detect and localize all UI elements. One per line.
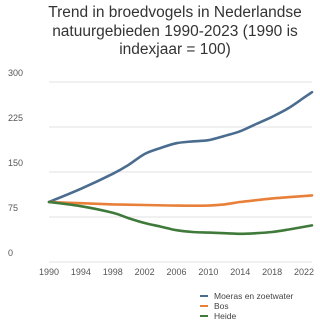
series-line-moeras: [47, 90, 314, 204]
legend: Moeras en zoetwater Bos Heide: [200, 291, 293, 321]
y-tick-label-300: 300: [8, 68, 23, 78]
gridlines: [49, 81, 312, 263]
x-tick-label-2022: 2022: [294, 267, 314, 277]
x-tick-label-2018: 2018: [262, 267, 282, 277]
x-tick-label-2014: 2014: [230, 267, 250, 277]
legend-label-moeras: Moeras en zoetwater: [214, 291, 294, 301]
x-tick-label-2002: 2002: [135, 267, 155, 277]
y-tick-label-0: 0: [8, 248, 13, 258]
y-tick-labels: 0 75 150 225 300: [8, 68, 23, 258]
legend-swatch-heide: [200, 315, 208, 317]
chart-title-line-2: natuurgebieden 1990-2023 (1990 is: [52, 22, 298, 40]
y-tick-label-225: 225: [8, 113, 23, 123]
legend-swatch-moeras: [200, 295, 208, 297]
legend-item-bos: Bos: [200, 301, 293, 311]
x-tick-label-2010: 2010: [198, 267, 218, 277]
x-tick-label-1994: 1994: [71, 267, 91, 277]
x-tick-labels: 1990 1994 1998 2002 2006 2010 2014 2018 2022: [39, 267, 314, 277]
legend-swatch-bos: [200, 305, 208, 307]
legend-item-heide: Heide: [200, 311, 293, 321]
chart-title: Trend in broedvogels in Nederlandse natu…: [30, 4, 320, 60]
chart-title-line-1: Trend in broedvogels in Nederlandse: [48, 4, 302, 21]
series-line-heide: [47, 200, 314, 236]
series-lines: [47, 90, 314, 236]
x-tick-label-1990: 1990: [39, 267, 59, 277]
y-tick-label-150: 150: [8, 158, 23, 168]
x-tick-label-1998: 1998: [103, 267, 123, 277]
legend-label-bos: Bos: [214, 301, 229, 311]
chart-title-line-3: indexjaar = 100): [119, 41, 231, 58]
legend-label-heide: Heide: [214, 311, 237, 321]
series-line-bos: [47, 194, 314, 208]
y-tick-label-75: 75: [8, 203, 18, 213]
x-tick-label-2006: 2006: [166, 267, 186, 277]
legend-item-moeras: Moeras en zoetwater: [200, 291, 293, 301]
